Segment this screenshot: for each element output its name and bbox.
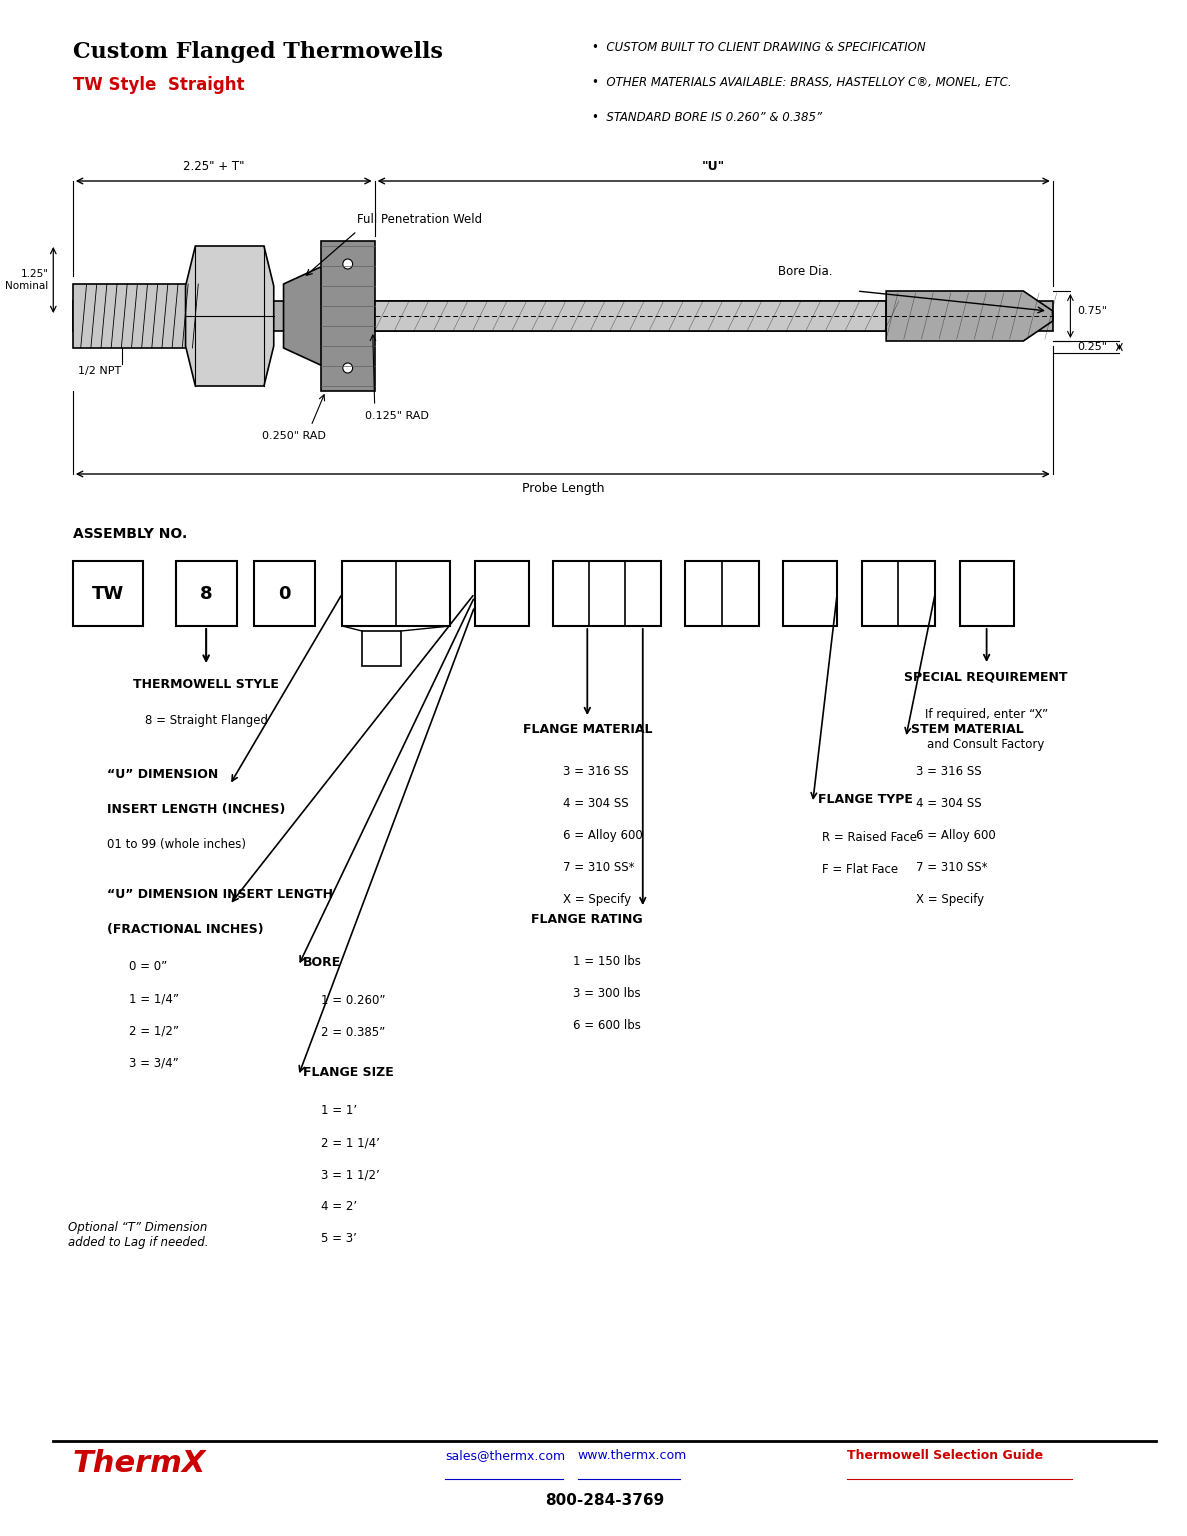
Bar — [362, 631, 401, 667]
Bar — [685, 561, 758, 627]
Text: X = Specify: X = Specify — [915, 892, 984, 906]
Text: 6 = Alloy 600: 6 = Alloy 600 — [915, 829, 996, 842]
Text: "U": "U" — [702, 160, 725, 174]
Text: THERMOWELL STYLE: THERMOWELL STYLE — [133, 677, 279, 691]
Text: 0.250" RAD: 0.250" RAD — [262, 432, 326, 441]
Bar — [72, 301, 1053, 330]
Text: 0 = 0”: 0 = 0” — [128, 960, 167, 972]
Text: 0.25": 0.25" — [1078, 343, 1107, 352]
Text: 6 = Alloy 600: 6 = Alloy 600 — [563, 829, 642, 842]
Text: 2 = 0.385”: 2 = 0.385” — [320, 1026, 385, 1038]
Text: 4 = 2’: 4 = 2’ — [320, 1200, 357, 1213]
Bar — [254, 561, 315, 627]
Text: 01 to 99 (whole inches): 01 to 99 (whole inches) — [107, 839, 246, 851]
Bar — [553, 561, 661, 627]
Bar — [342, 561, 450, 627]
Text: 1/2 NPT: 1/2 NPT — [78, 366, 121, 376]
Text: ThermX: ThermX — [72, 1448, 207, 1478]
Text: R = Raised Face: R = Raised Face — [823, 831, 918, 843]
Bar — [475, 561, 528, 627]
Bar — [862, 561, 935, 627]
Text: 3 = 1 1/2’: 3 = 1 1/2’ — [320, 1167, 380, 1181]
Text: 6 = 600 lbs: 6 = 600 lbs — [572, 1018, 641, 1032]
Text: 800-284-3769: 800-284-3769 — [545, 1493, 665, 1508]
Text: sales@thermx.com: sales@thermx.com — [445, 1448, 565, 1462]
Text: “U” DIMENSION INSERT LENGTH: “U” DIMENSION INSERT LENGTH — [107, 888, 334, 902]
Text: FLANGE RATING: FLANGE RATING — [532, 912, 643, 926]
Text: 0: 0 — [278, 585, 291, 602]
Text: •  STANDARD BORE IS 0.260” & 0.385”: • STANDARD BORE IS 0.260” & 0.385” — [592, 111, 823, 124]
Text: •  CUSTOM BUILT TO CLIENT DRAWING & SPECIFICATION: • CUSTOM BUILT TO CLIENT DRAWING & SPECI… — [592, 41, 926, 54]
Text: 3 = 3/4”: 3 = 3/4” — [128, 1057, 178, 1069]
Text: 1.25"
Nominal: 1.25" Nominal — [5, 269, 49, 290]
Text: Optional “T” Dimension
added to Lag if needed.: Optional “T” Dimension added to Lag if n… — [68, 1221, 209, 1249]
Bar — [783, 561, 837, 627]
Text: FLANGE SIZE: FLANGE SIZE — [303, 1066, 394, 1078]
Text: 8 = Straight Flanged: 8 = Straight Flanged — [145, 714, 267, 727]
Text: TW Style  Straight: TW Style Straight — [72, 75, 245, 94]
Bar — [72, 561, 144, 627]
Text: 2.25" + T": 2.25" + T" — [183, 160, 245, 174]
Text: 3 = 316 SS: 3 = 316 SS — [563, 765, 628, 779]
Bar — [320, 241, 375, 392]
Text: 1 = 1’: 1 = 1’ — [320, 1104, 357, 1117]
Text: 8: 8 — [199, 585, 212, 602]
Text: 4 = 304 SS: 4 = 304 SS — [563, 797, 628, 809]
Text: 2 = 1 1/4’: 2 = 1 1/4’ — [320, 1137, 380, 1149]
Polygon shape — [284, 266, 323, 366]
Bar — [72, 284, 201, 349]
Text: F = Flat Face: F = Flat Face — [823, 863, 899, 876]
Bar — [375, 301, 887, 330]
Text: X = Specify: X = Specify — [563, 892, 631, 906]
Circle shape — [343, 362, 353, 373]
Text: STEM MATERIAL: STEM MATERIAL — [910, 723, 1023, 736]
Text: 3 = 316 SS: 3 = 316 SS — [915, 765, 982, 779]
Text: FLANGE MATERIAL: FLANGE MATERIAL — [522, 723, 652, 736]
Text: 1 = 1/4”: 1 = 1/4” — [128, 992, 179, 1005]
Text: Full Penetration Weld: Full Penetration Weld — [357, 214, 482, 226]
Text: 7 = 310 SS*: 7 = 310 SS* — [915, 862, 988, 874]
Text: SPECIAL REQUIREMENT: SPECIAL REQUIREMENT — [904, 670, 1068, 684]
Text: 1 = 0.260”: 1 = 0.260” — [320, 994, 386, 1008]
Text: 4 = 304 SS: 4 = 304 SS — [915, 797, 982, 809]
Polygon shape — [185, 246, 274, 386]
Text: and Consult Factory: and Consult Factory — [927, 737, 1045, 751]
Text: ASSEMBLY NO.: ASSEMBLY NO. — [72, 527, 188, 541]
Text: Custom Flanged Thermowells: Custom Flanged Thermowells — [72, 41, 443, 63]
Text: 0.125" RAD: 0.125" RAD — [364, 412, 429, 421]
Text: 3 = 300 lbs: 3 = 300 lbs — [572, 988, 640, 1000]
Text: 2 = 1/2”: 2 = 1/2” — [128, 1025, 179, 1037]
Text: BORE: BORE — [303, 955, 342, 969]
Text: 5 = 3’: 5 = 3’ — [320, 1232, 356, 1246]
Text: 1 = 150 lbs: 1 = 150 lbs — [572, 955, 641, 968]
Text: FLANGE TYPE: FLANGE TYPE — [818, 793, 913, 806]
Text: Probe Length: Probe Length — [521, 482, 604, 495]
Text: (FRACTIONAL INCHES): (FRACTIONAL INCHES) — [107, 923, 264, 935]
Polygon shape — [887, 290, 1053, 341]
Text: www.thermx.com: www.thermx.com — [578, 1448, 687, 1462]
Bar — [959, 561, 1014, 627]
Text: •  OTHER MATERIALS AVAILABLE: BRASS, HASTELLOY C®, MONEL, ETC.: • OTHER MATERIALS AVAILABLE: BRASS, HAST… — [592, 75, 1011, 89]
Text: TW: TW — [93, 585, 125, 602]
Text: “U” DIMENSION: “U” DIMENSION — [107, 768, 218, 780]
Text: 0.75": 0.75" — [1078, 306, 1107, 316]
Text: Bore Dia.: Bore Dia. — [779, 264, 833, 278]
Text: If required, enter “X”: If required, enter “X” — [925, 708, 1048, 720]
Text: 7 = 310 SS*: 7 = 310 SS* — [563, 862, 634, 874]
Text: INSERT LENGTH (INCHES): INSERT LENGTH (INCHES) — [107, 803, 286, 816]
Circle shape — [343, 260, 353, 269]
Bar — [176, 561, 236, 627]
Text: Thermowell Selection Guide: Thermowell Selection Guide — [848, 1448, 1043, 1462]
